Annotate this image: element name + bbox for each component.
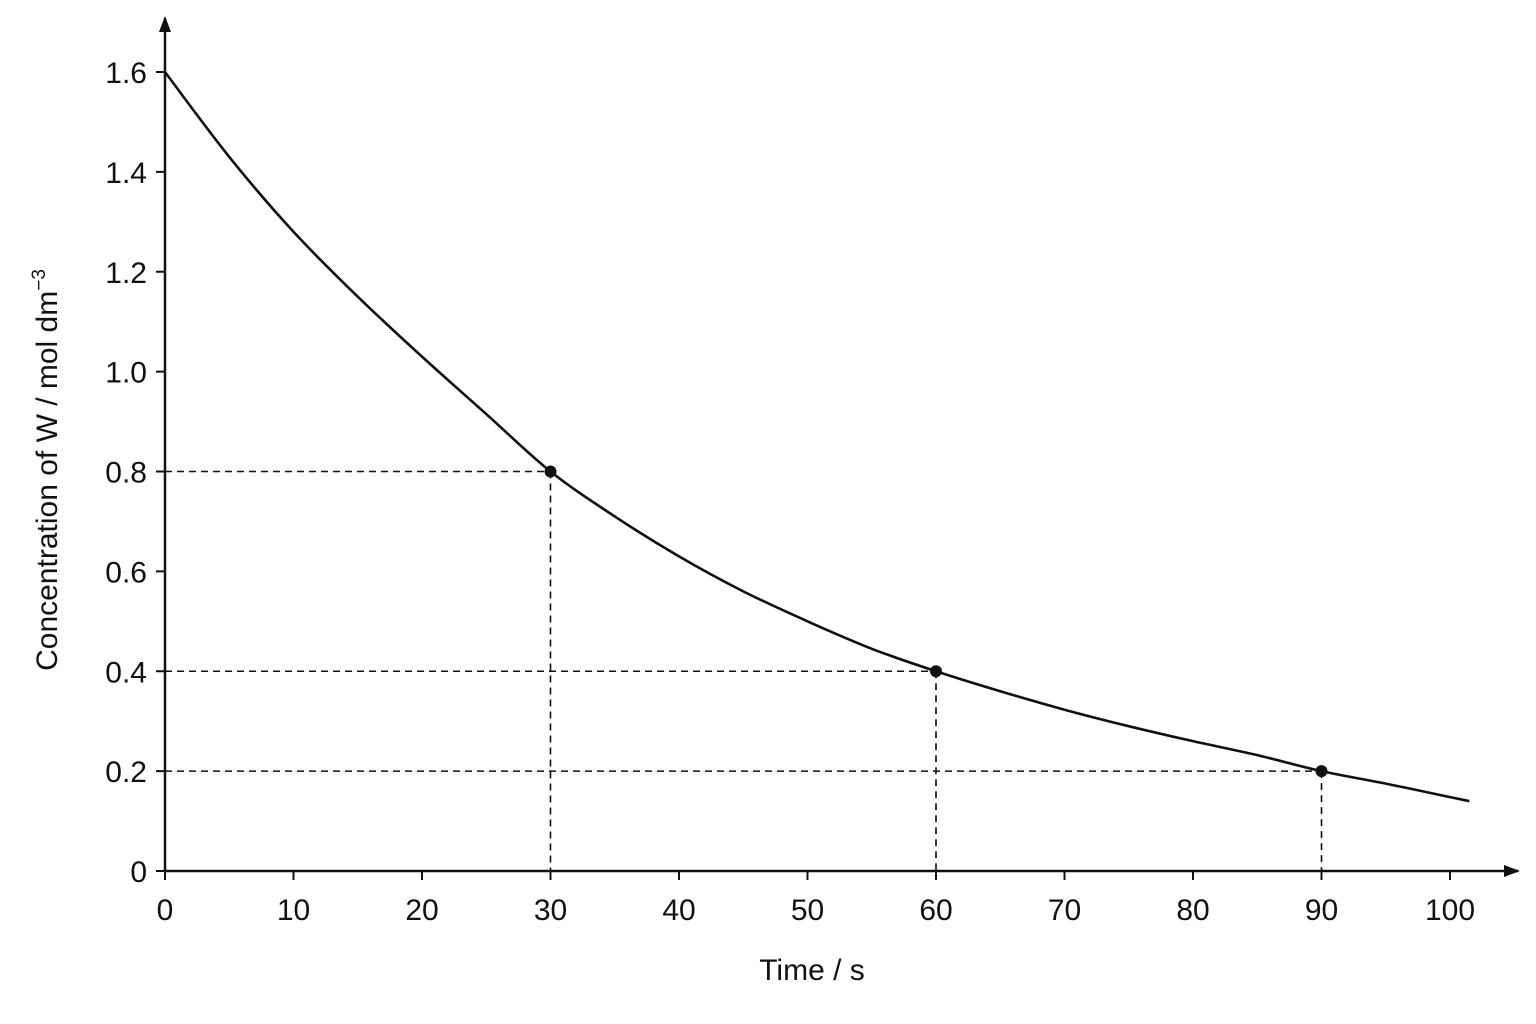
x-tick-label: 0 bbox=[157, 894, 174, 927]
x-tick-label: 40 bbox=[662, 894, 695, 927]
y-tick-label: 0.6 bbox=[105, 556, 147, 589]
y-tick-label: 0.4 bbox=[105, 656, 147, 689]
y-tick-label: 1.2 bbox=[105, 257, 147, 290]
marked-points bbox=[544, 465, 1328, 778]
y-tick-label: 0.8 bbox=[105, 457, 147, 490]
x-tick-label: 50 bbox=[791, 894, 824, 927]
y-tick-label: 1.6 bbox=[105, 57, 147, 90]
y-tick-label: 1.0 bbox=[105, 357, 147, 390]
x-tick-label: 10 bbox=[277, 894, 310, 927]
y-tick-label: 0.2 bbox=[105, 756, 147, 789]
marked-point bbox=[544, 465, 557, 478]
x-tick-label: 80 bbox=[1176, 894, 1209, 927]
guide-lines bbox=[165, 470, 1323, 871]
marked-point bbox=[930, 665, 942, 678]
y-tick-label: 0 bbox=[130, 856, 147, 889]
y-axis-title-superscript: −3 bbox=[29, 269, 50, 291]
x-axis-title: Time / s bbox=[759, 954, 865, 987]
marked-point bbox=[1315, 765, 1328, 778]
series-layer bbox=[163, 71, 1470, 803]
y-axis-title-text: Concentration of W / mol dm bbox=[31, 291, 64, 671]
axes bbox=[159, 16, 1520, 877]
x-tick-label: 70 bbox=[1048, 894, 1081, 927]
x-tick-label: 60 bbox=[919, 894, 952, 927]
x-tick-label: 30 bbox=[534, 894, 567, 927]
x-tick-label: 100 bbox=[1425, 894, 1475, 927]
axis-ticks: 0 10 20 30 40 50 60 70 80 90 100 0 0.2 0.4 0.6 0.8 1.0 1.… bbox=[105, 57, 1475, 927]
y-axis-title: Concentration of W / mol dm−3 bbox=[29, 269, 64, 671]
x-tick-label: 20 bbox=[405, 894, 438, 927]
x-tick-label: 90 bbox=[1305, 894, 1338, 927]
concentration-curve bbox=[163, 71, 1470, 803]
y-tick-label: 1.4 bbox=[105, 157, 147, 190]
